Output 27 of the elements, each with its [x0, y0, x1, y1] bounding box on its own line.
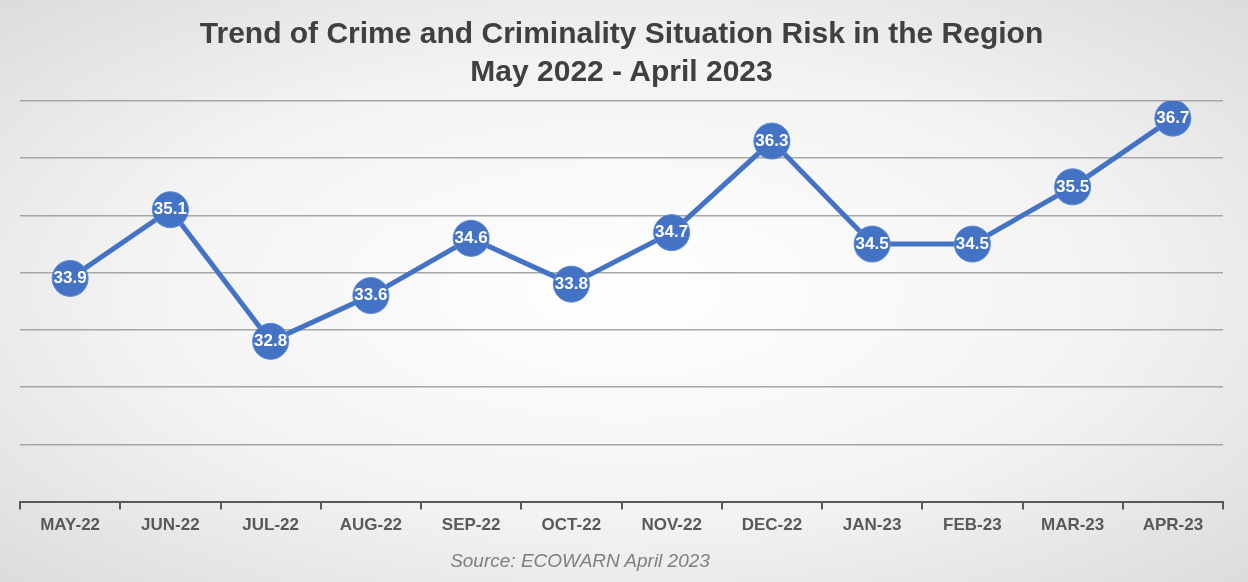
- data-label: 35.5: [1056, 176, 1090, 196]
- x-tick-label: MAR-23: [1040, 515, 1105, 535]
- chart-title: Trend of Crime and Criminality Situation Risk in the Region: [199, 16, 1044, 50]
- data-label: 33.9: [53, 268, 87, 288]
- x-tick-label: FEB-23: [943, 515, 1002, 535]
- x-tick-label: JUN-22: [141, 515, 200, 535]
- data-label: 35.1: [153, 199, 187, 219]
- chart-subtitle: May 2022 - April 2023: [470, 54, 773, 88]
- data-label: 34.7: [655, 222, 689, 242]
- data-label: 33.6: [354, 285, 388, 305]
- data-label: 34.5: [855, 233, 889, 253]
- x-tick-label: AUG-22: [339, 515, 403, 535]
- x-tick-label: MAY-22: [40, 515, 101, 535]
- data-label: 33.8: [554, 273, 588, 293]
- data-label: 34.6: [454, 228, 488, 248]
- x-tick-label: APR-23: [1142, 515, 1204, 535]
- x-tick-label: DEC-22: [741, 515, 803, 535]
- x-tick-label: JUL-22: [242, 515, 299, 535]
- source-note: Source: ECOWARN April 2023: [450, 550, 711, 572]
- data-label: 34.5: [955, 233, 989, 253]
- x-tick-label: NOV-22: [641, 515, 702, 535]
- x-tick-label: SEP-22: [441, 515, 501, 535]
- data-label: 36.7: [1156, 107, 1190, 127]
- x-tick-label: OCT-22: [541, 515, 602, 535]
- data-label: 36.3: [755, 130, 789, 150]
- x-tick-label: JAN-23: [842, 515, 902, 535]
- data-label: 32.8: [254, 331, 288, 351]
